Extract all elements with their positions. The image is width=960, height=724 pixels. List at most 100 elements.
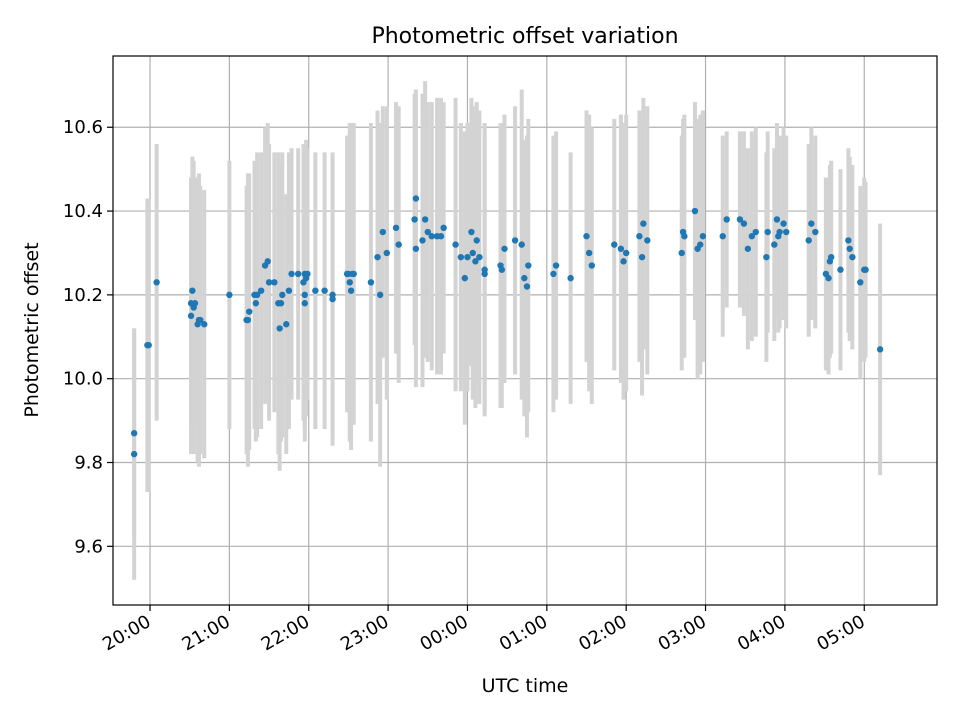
data-point [191,300,199,307]
data-point [367,279,375,286]
data-point [825,274,832,282]
data-point [773,216,781,223]
data-point [201,321,208,328]
data-point [226,291,233,299]
data-point [411,216,418,223]
data-point [752,228,759,236]
data-point [279,291,286,299]
data-point [498,266,506,273]
data-point [461,274,469,282]
data-point [808,220,815,227]
data-point [550,270,557,278]
data-point [837,266,844,273]
data-point [583,233,590,240]
y-axis-ticks: 9.6 9.8 10.0 10.2 10.4 10.6 [63,117,113,557]
data-point [412,195,420,202]
data-point [419,237,426,244]
data-point [271,279,278,286]
data-point [395,241,402,248]
data-point [827,253,835,261]
data-point [301,291,308,299]
data-point [464,253,471,261]
data-point [294,270,302,278]
data-point [321,287,328,294]
data-point [862,266,869,273]
data-point [452,241,459,248]
data-point [412,245,420,252]
y-tick-label: 10.6 [63,117,103,138]
data-point [437,233,445,240]
data-point [374,253,381,261]
data-point [346,279,353,286]
data-point [691,207,699,215]
data-point [518,241,525,248]
data-point [719,233,726,240]
data-point [622,249,630,257]
data-point [312,287,319,294]
data-point [130,429,138,437]
data-point [283,321,290,328]
data-point [681,233,688,240]
data-point [849,253,856,261]
data-point [440,224,447,232]
data-point [552,262,560,269]
data-point [776,228,783,236]
data-point [783,228,790,236]
y-tick-label: 10.4 [63,201,103,222]
data-point [277,300,285,307]
data-point [644,237,651,244]
data-point [511,237,519,244]
data-point [764,228,771,236]
data-point [805,237,812,244]
data-point [501,245,508,252]
data-point [350,270,357,278]
data-point [521,274,528,282]
data-point [301,300,308,307]
data-point [468,228,475,236]
y-tick-label: 10.0 [63,369,103,390]
y-tick-label: 9.8 [74,453,103,474]
data-point [285,287,293,294]
data-point [265,279,273,286]
data-point [876,346,884,353]
data-point [699,233,707,240]
data-point [697,241,704,248]
data-point [421,216,429,223]
x-axis-label: UTC time [482,675,569,697]
data-point [383,249,390,257]
data-point [476,253,483,261]
data-point [845,237,852,244]
data-point [763,253,770,261]
data-point [771,241,778,248]
y-tick-label: 9.6 [74,536,103,557]
data-point [585,249,593,257]
data-point [457,253,465,261]
y-tick-label: 10.2 [63,285,103,306]
data-point [472,258,479,265]
data-point [253,291,261,299]
y-axis-label: Photometric offset [21,242,43,417]
data-point [189,287,196,294]
data-point [392,224,400,232]
data-point [473,237,480,244]
data-point [288,270,295,278]
data-point [611,241,618,248]
data-point [276,325,283,332]
data-point [304,270,311,278]
data-points [130,195,884,458]
data-point [740,220,748,227]
data-point [638,253,646,261]
data-point [197,316,204,324]
data-point [846,245,853,252]
data-point [744,245,752,252]
data-point [264,258,271,265]
data-point [567,274,574,282]
data-point [481,270,488,278]
data-point [257,287,265,294]
data-point [153,279,160,286]
data-point [617,245,625,252]
chart-title: Photometric offset variation [371,24,678,49]
data-point [329,291,336,299]
